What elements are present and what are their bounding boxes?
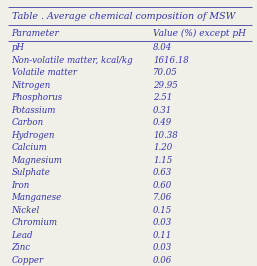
- Text: 10.38: 10.38: [153, 131, 178, 140]
- Text: Zinc: Zinc: [12, 243, 31, 252]
- Text: Hydrogen: Hydrogen: [12, 131, 55, 140]
- Text: 7.06: 7.06: [153, 193, 172, 202]
- Text: Nitrogen: Nitrogen: [12, 81, 51, 90]
- Text: 0.63: 0.63: [153, 168, 172, 177]
- Text: 2.51: 2.51: [153, 93, 172, 102]
- Text: 8.04: 8.04: [153, 43, 172, 52]
- Text: Volatile matter: Volatile matter: [12, 68, 77, 77]
- Text: 0.03: 0.03: [153, 243, 172, 252]
- Text: 0.06: 0.06: [153, 256, 172, 265]
- Text: pH: pH: [12, 43, 25, 52]
- Text: 1.20: 1.20: [153, 143, 172, 152]
- Text: 1616.18: 1616.18: [153, 56, 189, 65]
- Text: 0.31: 0.31: [153, 106, 172, 115]
- Text: Potassium: Potassium: [12, 106, 56, 115]
- Text: 0.49: 0.49: [153, 118, 172, 127]
- Text: Manganese: Manganese: [12, 193, 62, 202]
- Text: Phosphorus: Phosphorus: [12, 93, 63, 102]
- Text: 1.15: 1.15: [153, 156, 172, 165]
- Text: 0.11: 0.11: [153, 231, 172, 240]
- Text: Sulphate: Sulphate: [12, 168, 50, 177]
- Text: Nickel: Nickel: [12, 206, 40, 215]
- Text: 0.03: 0.03: [153, 218, 172, 227]
- Text: Iron: Iron: [12, 181, 30, 190]
- Text: Chromium: Chromium: [12, 218, 58, 227]
- Text: Lead: Lead: [12, 231, 33, 240]
- Text: Parameter: Parameter: [12, 29, 59, 38]
- Text: Carbon: Carbon: [12, 118, 44, 127]
- Text: Copper: Copper: [12, 256, 44, 265]
- Text: 29.95: 29.95: [153, 81, 178, 90]
- Text: Value (%) except pH: Value (%) except pH: [153, 29, 246, 38]
- Text: 0.15: 0.15: [153, 206, 172, 215]
- Text: Non-volatile matter, kcal/kg: Non-volatile matter, kcal/kg: [12, 56, 133, 65]
- Text: Table . Average chemical composition of MSW: Table . Average chemical composition of …: [12, 12, 235, 21]
- Text: 70.05: 70.05: [153, 68, 178, 77]
- Text: 0.60: 0.60: [153, 181, 172, 190]
- Text: Magnesium: Magnesium: [12, 156, 62, 165]
- Text: Calcium: Calcium: [12, 143, 47, 152]
